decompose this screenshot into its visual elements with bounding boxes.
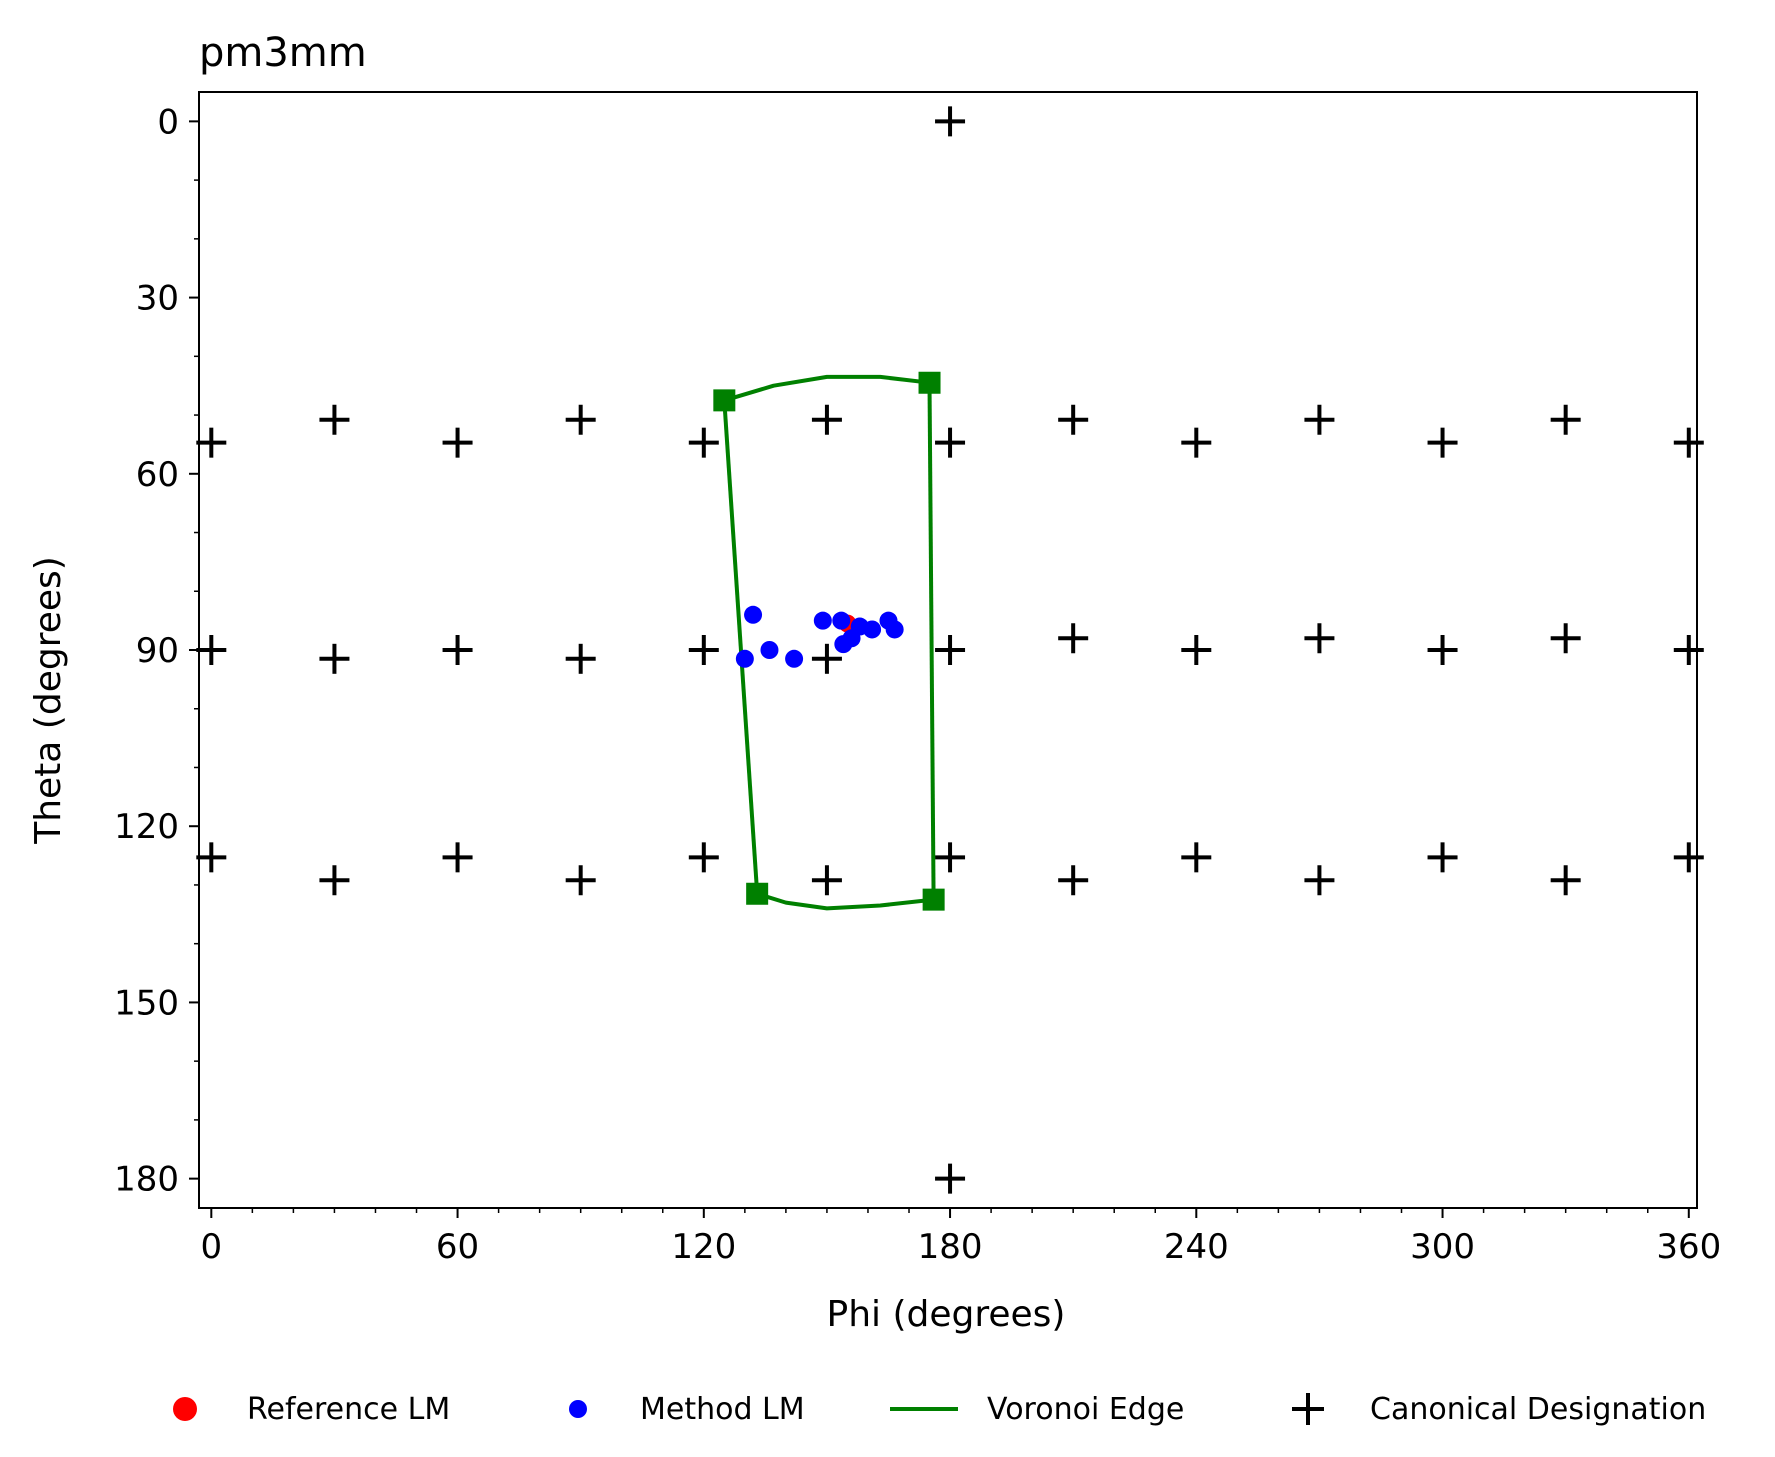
x-tick-label: 0 <box>200 1227 222 1267</box>
voronoi-vertex-marker <box>746 882 769 905</box>
canonical-designation-marker <box>1550 623 1581 654</box>
legend-item: Reference LM <box>173 1392 450 1427</box>
voronoi-vertex-marker <box>713 389 736 412</box>
canonical-designation-marker <box>196 635 227 665</box>
canonical-designation-marker <box>319 404 350 435</box>
canonical-designation-marker <box>935 427 966 458</box>
x-tick-label: 120 <box>671 1227 736 1267</box>
y-tick-label: 30 <box>136 279 179 319</box>
legend-label: Voronoi Edge <box>987 1392 1184 1427</box>
canonical-designation-marker <box>442 427 473 458</box>
canonical-designation-marker <box>935 1163 966 1194</box>
canonical-designation-marker <box>935 106 966 137</box>
canonical-designation-marker <box>1181 635 1212 665</box>
method-lm-point <box>863 620 882 639</box>
canonical-designation-marker <box>1058 404 1089 435</box>
legend-label: Reference LM <box>247 1392 450 1427</box>
x-axis-label: Phi (degrees) <box>827 1294 1066 1335</box>
canonical-designation-marker <box>1673 842 1704 873</box>
canonical-designation-marker <box>688 635 719 665</box>
voronoi-edge-line <box>722 400 760 894</box>
canonical-designation-marker <box>565 404 596 435</box>
canonical-designation-marker <box>1304 865 1335 896</box>
canonical-designation-marker <box>565 643 596 674</box>
axes: 0 60 120 180 240 300 360 0 30 60 90 120 150 180 <box>114 91 1721 1267</box>
canonical-designation-marker <box>1427 842 1458 873</box>
legend-item: Voronoi Edge <box>890 1392 1184 1427</box>
method-lm-point <box>735 649 754 668</box>
canonical-designation-marker <box>688 842 719 873</box>
canonical-designation-marker <box>811 643 842 674</box>
legend-marker <box>569 1400 587 1418</box>
y-tick-label: 60 <box>136 455 179 495</box>
y-tick-label: 180 <box>114 1160 179 1200</box>
x-tick-label: 180 <box>918 1227 983 1267</box>
legend-marker <box>173 1397 197 1421</box>
voronoi-edge-line <box>723 374 930 403</box>
method-lm-point <box>885 620 904 639</box>
canonical-designation-marker <box>1304 623 1335 654</box>
legend-label: Canonical Designation <box>1370 1392 1706 1427</box>
canonical-designation-marker <box>688 427 719 458</box>
canonical-designation-marker <box>1673 427 1704 458</box>
voronoi-edge-line <box>756 891 934 911</box>
canonical-designation-marker <box>935 635 966 665</box>
method-lm-point <box>813 611 832 630</box>
legend-label: Method LM <box>640 1392 805 1427</box>
canonical-designation-marker <box>811 865 842 896</box>
canonical-designation-marker <box>1181 427 1212 458</box>
x-tick-label: 300 <box>1410 1227 1475 1267</box>
method-lm-point <box>760 641 779 659</box>
y-tick-label: 90 <box>136 631 179 671</box>
method-lm-point <box>785 649 804 668</box>
legend-item: Method LM <box>569 1392 805 1427</box>
canonical-designation-marker <box>1058 865 1089 896</box>
y-axis-label: Theta (degrees) <box>28 556 69 845</box>
x-tick-label: 240 <box>1164 1227 1229 1267</box>
canonical-designation-marker <box>1550 865 1581 896</box>
method-lm-point <box>744 605 763 624</box>
canonical-designation-marker <box>811 404 842 435</box>
legend: Reference LM Method LM Voronoi Edge Canonic… <box>173 1392 1706 1427</box>
canonical-designation-marker <box>935 842 966 873</box>
voronoi-vertex-marker <box>922 888 945 911</box>
x-tick-label: 360 <box>1656 1227 1721 1267</box>
x-tick-label: 60 <box>436 1227 479 1267</box>
legend-item: Canonical Designation <box>1292 1392 1706 1427</box>
method-lm-point <box>832 611 851 630</box>
voronoi-vertex-marker <box>918 371 941 394</box>
voronoi-edge-line <box>927 382 936 900</box>
canonical-designation-marker <box>565 865 596 896</box>
canonical-designation-marker <box>1058 623 1089 654</box>
canonical-designation-marker <box>1427 635 1458 665</box>
canonical-designation-marker <box>1427 427 1458 458</box>
canonical-designation-marker <box>1181 842 1212 873</box>
canonical-designation-marker <box>442 635 473 665</box>
y-tick-label: 150 <box>114 983 179 1023</box>
y-tick-label: 0 <box>157 102 179 142</box>
y-tick-label: 120 <box>114 807 179 847</box>
canonical-designation-marker <box>319 643 350 674</box>
canonical-designation-marker <box>1550 404 1581 435</box>
canonical-designation-marker <box>196 842 227 873</box>
plot-area <box>196 106 1704 1194</box>
chart-title: pm3mm <box>199 30 367 76</box>
canonical-designation-marker <box>319 865 350 896</box>
canonical-designation-marker <box>196 427 227 458</box>
canonical-designation-marker <box>1673 635 1704 665</box>
canonical-designation-marker <box>1304 404 1335 435</box>
canonical-designation-marker <box>442 842 473 873</box>
